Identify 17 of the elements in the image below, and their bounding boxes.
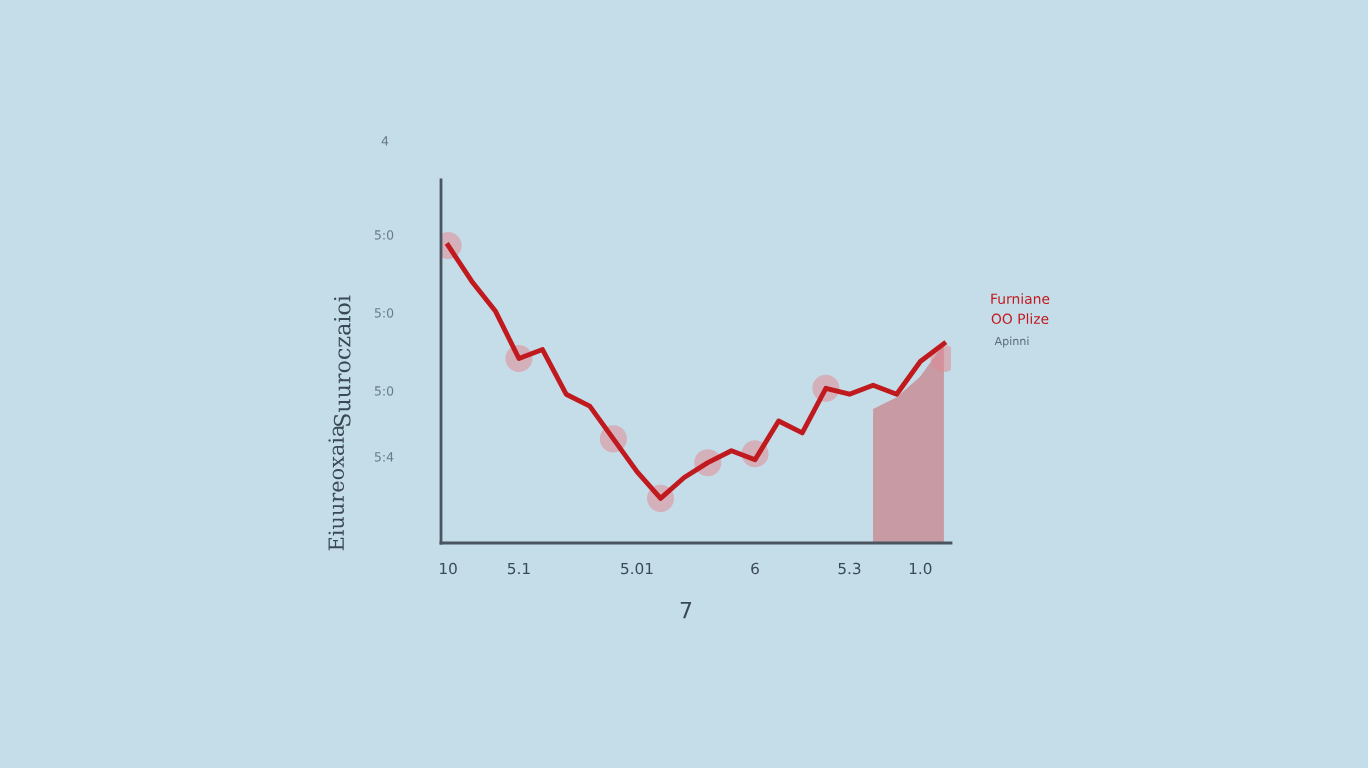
x-tick-label: 10 bbox=[440, 562, 457, 575]
x-tick-label: 1.0 bbox=[909, 562, 932, 575]
text: 5:0 bbox=[374, 386, 394, 396]
y-axis-title: Suuroczaioi bbox=[333, 295, 351, 427]
text: 7 bbox=[680, 601, 692, 619]
x-tick-label: 5.01 bbox=[621, 562, 653, 575]
text: 5:4 bbox=[374, 452, 394, 462]
text: 4 bbox=[381, 136, 389, 146]
text: 5:0 bbox=[374, 308, 394, 318]
text: 5:0 bbox=[374, 230, 394, 240]
x-tick-label: 5.1 bbox=[507, 562, 530, 575]
x-tick-label: 6 bbox=[751, 562, 759, 575]
x-tick-label: 5.3 bbox=[838, 562, 861, 575]
text: Apinni bbox=[994, 336, 1029, 348]
text: OO Plize bbox=[991, 313, 1049, 325]
text: Eiuureoxaia bbox=[328, 425, 345, 551]
text: Furniane bbox=[991, 293, 1050, 305]
